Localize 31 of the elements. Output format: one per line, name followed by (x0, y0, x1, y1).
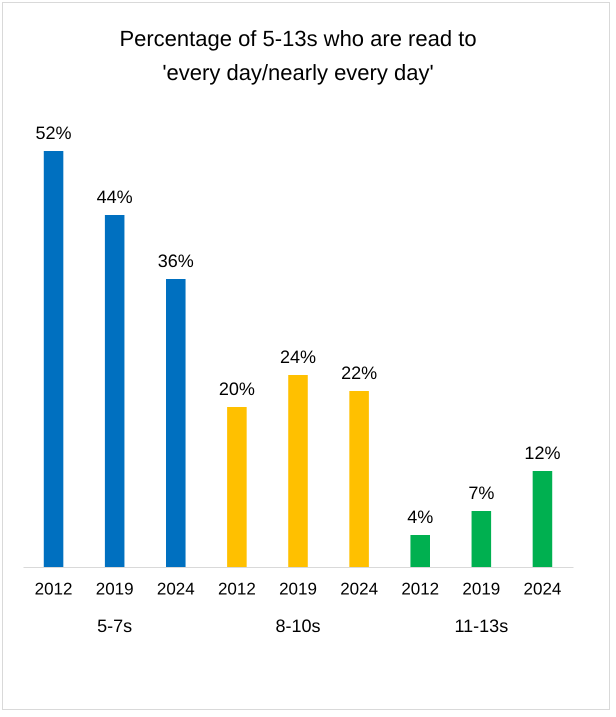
bar (44, 151, 64, 567)
data-label: 36% (158, 251, 194, 271)
bar (227, 407, 247, 567)
data-label: 7% (468, 483, 494, 503)
data-label: 44% (96, 187, 133, 207)
bar (166, 279, 186, 567)
bar (532, 471, 552, 567)
x-tick-label: 2019 (96, 580, 134, 598)
data-label: 22% (341, 363, 378, 383)
data-label: 52% (36, 123, 72, 143)
x-tick-label: 2019 (279, 580, 317, 598)
data-label: 24% (280, 347, 316, 367)
x-tick-label: 2012 (401, 580, 440, 598)
bar (472, 511, 492, 567)
x-tick-label: 2019 (462, 580, 500, 598)
bar (410, 535, 430, 567)
x-tick-label: 2024 (156, 580, 195, 598)
x-tick-label: 2012 (218, 580, 256, 598)
text: 5-7s (97, 616, 132, 636)
bar (349, 391, 369, 567)
bar (104, 215, 124, 567)
data-label: 12% (524, 443, 560, 463)
x-tick-label: 2024 (524, 580, 562, 598)
data-label: 20% (218, 379, 255, 399)
x-tick-label: 2024 (340, 580, 378, 598)
chart-title: Percentage of 5-13s who are read to 'every day/nearly every day' (119, 26, 477, 85)
data-label: 4% (407, 507, 434, 527)
x-tick-label: 2012 (34, 580, 72, 598)
text: 11-13s (454, 616, 508, 636)
bar (288, 375, 308, 567)
text: 8-10s (275, 616, 321, 636)
